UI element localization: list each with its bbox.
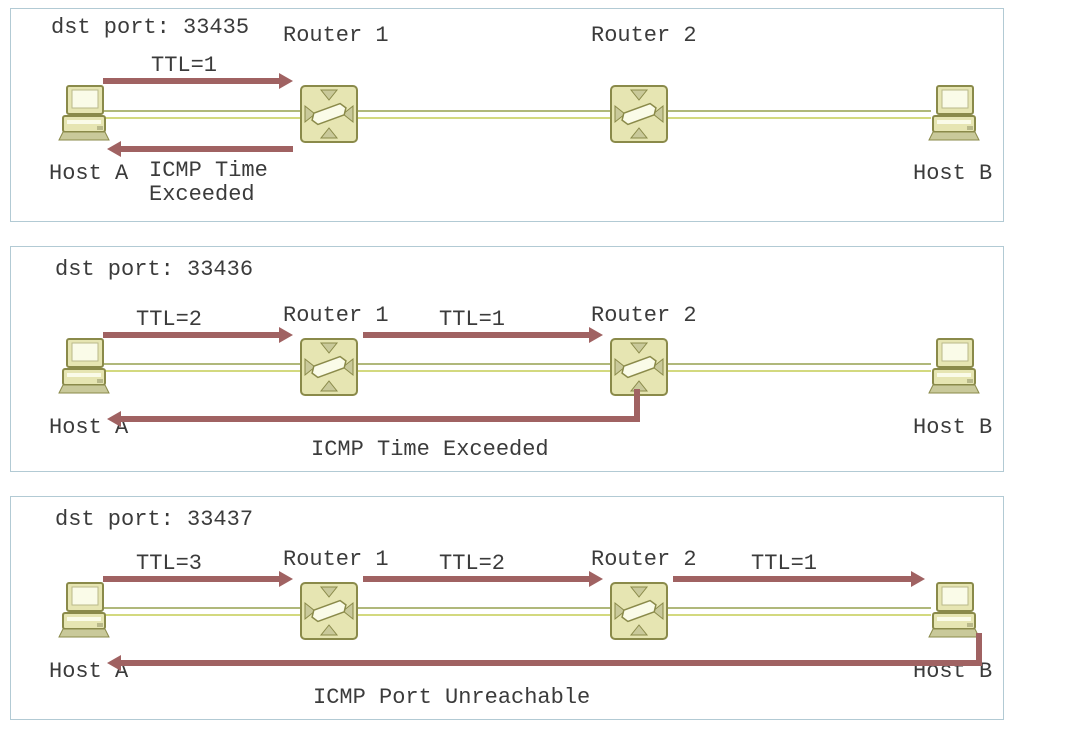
panel-1: dst port: 33435 Router 1 Router 2 TTL=1 … — [10, 8, 1004, 222]
arrow-icmp-return — [107, 633, 983, 677]
arrow-ttl2 — [363, 569, 603, 589]
icmp-time-exceeded-label: ICMP TimeExceeded — [149, 159, 268, 207]
arrow-ttl1 — [363, 325, 603, 345]
router2-icon — [607, 82, 671, 146]
host-b-icon — [927, 581, 981, 641]
link-wire — [101, 370, 931, 372]
panel-2: dst port: 33436 Router 1 Router 2 TTL=2 … — [10, 246, 1004, 472]
host-a-icon — [57, 337, 111, 397]
host-b-icon — [927, 337, 981, 397]
arrow-icmp-return — [107, 389, 641, 433]
router1-icon — [297, 82, 361, 146]
arrow-icmp-return — [107, 139, 293, 159]
host-a-icon — [57, 84, 111, 144]
arrow-ttl2 — [103, 325, 293, 345]
dst-port-label: dst port: 33435 — [51, 15, 249, 40]
host-a-icon — [57, 581, 111, 641]
panel-3: dst port: 33437 Router 1 Router 2 TTL=3 … — [10, 496, 1004, 720]
link-wire — [101, 117, 931, 119]
arrow-ttl3 — [103, 569, 293, 589]
traceroute-diagram: dst port: 33435 Router 1 Router 2 TTL=1 … — [0, 0, 1085, 745]
icmp-time-exceeded-label: ICMP Time Exceeded — [311, 437, 549, 462]
arrow-ttl1 — [673, 569, 925, 589]
link-wire — [101, 110, 931, 112]
router2-label: Router 2 — [591, 303, 697, 328]
router2-label: Router 2 — [591, 23, 697, 48]
host-a-label: Host A — [49, 161, 128, 186]
host-b-label: Host B — [913, 161, 992, 186]
dst-port-label: dst port: 33437 — [55, 507, 253, 532]
dst-port-label: dst port: 33436 — [55, 257, 253, 282]
arrow-ttl1 — [103, 71, 293, 91]
link-wire — [101, 614, 931, 616]
link-wire — [101, 363, 931, 365]
icmp-port-unreachable-label: ICMP Port Unreachable — [313, 685, 590, 710]
router1-label: Router 1 — [283, 23, 389, 48]
host-b-icon — [927, 84, 981, 144]
link-wire — [101, 607, 931, 609]
host-b-label: Host B — [913, 415, 992, 440]
